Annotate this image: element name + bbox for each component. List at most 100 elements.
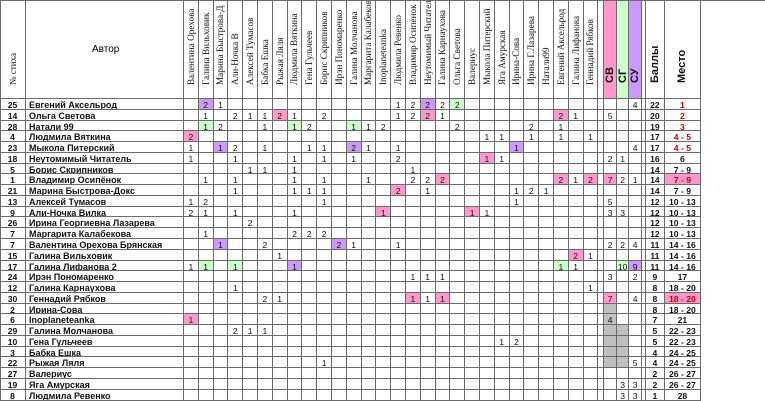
vote-cell	[554, 303, 569, 315]
vote-cell: 1	[524, 131, 540, 143]
author-name: Ирина Георгиевна Лазарева	[26, 217, 184, 229]
vote-cell	[287, 271, 303, 283]
vote-cell: 2	[332, 239, 347, 250]
vote-cell	[554, 357, 569, 369]
vote-cell	[228, 335, 244, 347]
vote-cell: 1	[228, 174, 244, 186]
score-cell: 20	[645, 109, 665, 121]
category-cell: 4	[629, 239, 642, 250]
category-cell	[629, 131, 642, 143]
vote-cell	[184, 109, 199, 121]
score-cell: 4	[645, 357, 665, 369]
vote-cell	[494, 228, 510, 239]
gap-cell	[641, 163, 646, 175]
author-name: Валентина Орехова Брянская	[26, 239, 184, 250]
gap-cell	[641, 292, 646, 304]
vote-cell: 1	[287, 206, 303, 218]
vote-cell	[509, 379, 525, 390]
category-cell	[616, 346, 630, 358]
vote-cell	[317, 335, 332, 347]
header-judge-name: Людмила Ревенко	[393, 15, 404, 85]
vote-cell	[391, 335, 406, 347]
vote-cell	[258, 260, 273, 272]
vote-cell	[494, 346, 510, 358]
vote-cell	[568, 282, 584, 293]
vote-cell	[435, 260, 451, 272]
vote-cell: 2	[228, 142, 244, 153]
vote-cell	[361, 292, 377, 304]
vote-cell	[450, 303, 466, 315]
vote-value: 1	[514, 186, 519, 196]
vote-value: 2	[306, 121, 312, 132]
vote-cell	[450, 357, 466, 369]
vote-cell	[332, 357, 347, 369]
vote-cell	[198, 357, 214, 369]
vote-cell	[198, 185, 214, 196]
vote-cell: 2	[391, 152, 406, 164]
category-cell	[604, 379, 617, 390]
vote-cell	[509, 260, 525, 272]
category-cell: 9	[629, 260, 642, 272]
row-number: 24	[0, 271, 26, 283]
vote-cell	[509, 292, 525, 304]
header-judge-name: Рыжая Ляля	[274, 37, 285, 86]
vote-cell	[184, 325, 199, 336]
vote-cell	[332, 163, 347, 175]
vote-cell	[465, 282, 480, 293]
vote-cell	[524, 368, 540, 380]
vote-value: 1	[203, 175, 209, 186]
vote-cell	[243, 357, 258, 369]
vote-cell	[302, 368, 318, 380]
vote-cell	[435, 217, 451, 229]
category-value: 4	[632, 100, 638, 110]
header-judge: Евгений Аксельрод	[554, 0, 569, 99]
vote-cell	[198, 325, 214, 336]
vote-cell: 1	[228, 260, 244, 272]
vote-cell	[258, 314, 273, 326]
vote-cell: 1	[480, 206, 495, 218]
row-number: 10	[0, 335, 26, 347]
vote-cell	[524, 217, 540, 229]
vote-cell	[435, 249, 451, 261]
vote-cell	[302, 335, 318, 347]
score-cell: 8	[645, 292, 665, 304]
vote-cell	[568, 357, 584, 369]
vote-cell	[391, 346, 406, 358]
vote-cell	[568, 228, 584, 239]
vote-cell	[450, 174, 466, 186]
vote-cell	[317, 120, 332, 132]
author-name: Галина Карнаухова	[26, 282, 184, 293]
vote-cell	[494, 357, 510, 369]
header-judge: Марина Быстрова-Д	[213, 0, 229, 99]
vote-cell: 2	[346, 142, 362, 153]
vote-cell: 1	[361, 142, 377, 153]
vote-cell	[228, 368, 244, 380]
vote-cell: 1	[568, 260, 584, 272]
vote-cell	[243, 99, 258, 110]
vote-cell	[213, 228, 229, 239]
vote-cell: 1	[420, 271, 436, 283]
vote-value: 1	[292, 164, 297, 175]
vote-cell: 1	[243, 109, 258, 121]
vote-cell	[228, 379, 244, 390]
place-cell: 22 - 23	[664, 335, 701, 347]
vote-cell	[494, 282, 510, 293]
vote-cell	[184, 271, 199, 283]
vote-cell	[406, 357, 421, 369]
vote-cell	[228, 163, 244, 175]
vote-cell	[465, 335, 480, 347]
vote-cell: 1	[406, 292, 421, 304]
vote-cell	[376, 260, 392, 272]
vote-cell	[332, 346, 347, 358]
vote-cell	[376, 271, 392, 283]
vote-cell: 1	[509, 195, 525, 207]
header-judge: Гена Гульчеев	[302, 0, 318, 99]
vote-cell	[539, 239, 554, 250]
vote-cell	[480, 228, 495, 239]
vote-cell	[554, 389, 569, 401]
vote-cell	[332, 325, 347, 336]
vote-cell: 1	[583, 282, 599, 293]
vote-cell	[583, 195, 599, 207]
vote-cell	[243, 292, 258, 304]
place-cell: 10 - 13	[664, 228, 701, 239]
